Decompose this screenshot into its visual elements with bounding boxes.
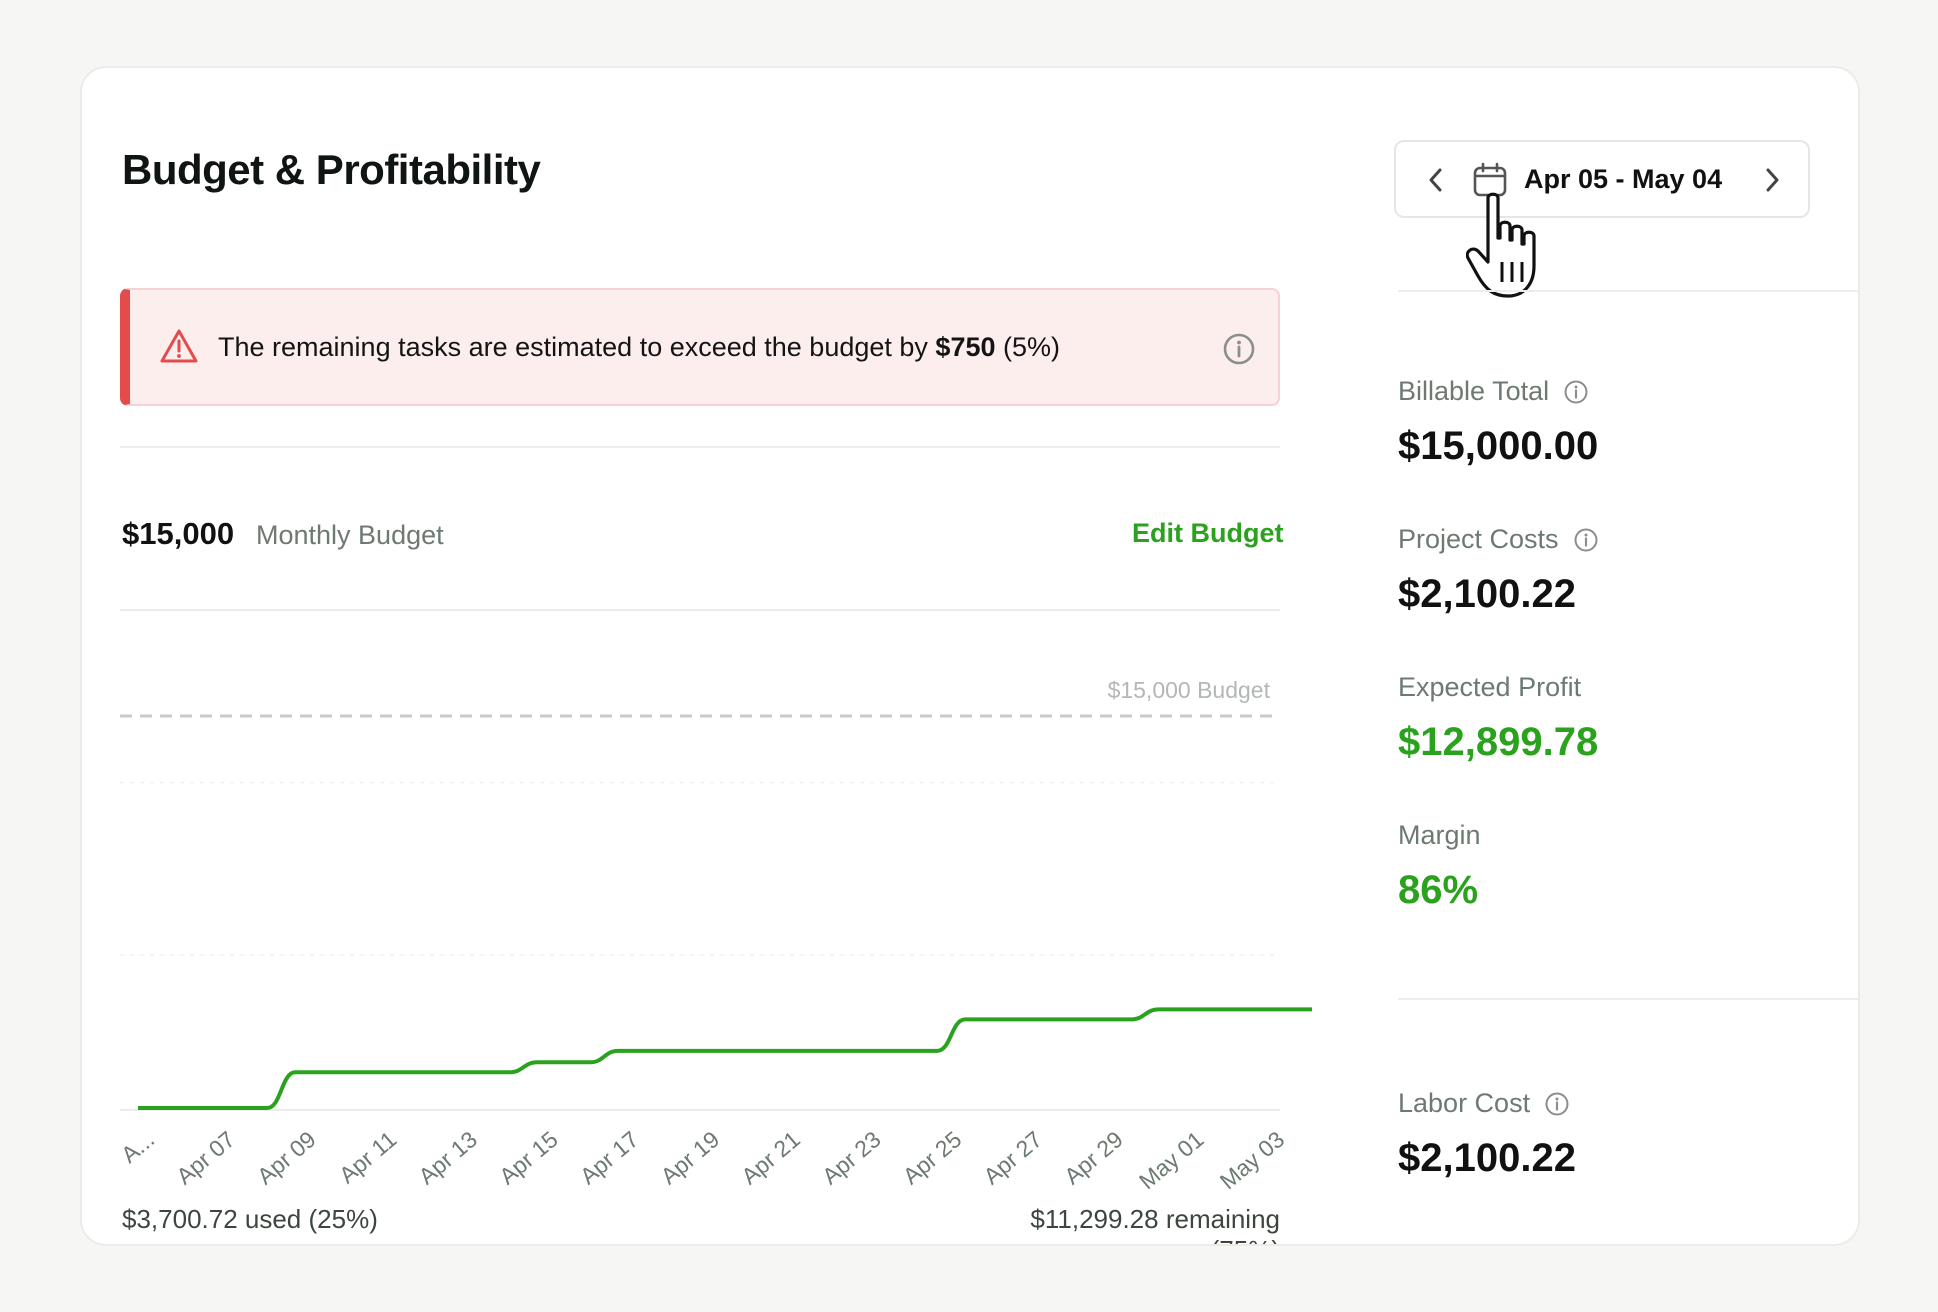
x-tick-label: Apr 13 <box>413 1126 482 1189</box>
x-tick-label: Apr 07 <box>171 1126 240 1189</box>
budget-profitability-card: Budget & Profitability Apr 05 - May 04 <box>80 66 1860 1246</box>
monthly-budget-amount: $15,000 <box>122 516 235 551</box>
info-icon[interactable] <box>1573 527 1599 553</box>
x-tick-label: Apr 19 <box>656 1126 725 1189</box>
alert-amount: $750 <box>935 332 996 362</box>
billable-total-label: Billable Total <box>1398 376 1589 407</box>
date-range-label[interactable]: Apr 05 - May 04 <box>1524 164 1723 194</box>
x-tick-label: May 01 <box>1134 1126 1209 1194</box>
margin-label: Margin <box>1398 820 1481 851</box>
project-costs-value: $2,100.22 <box>1398 572 1576 616</box>
x-tick-label: Apr 09 <box>252 1126 321 1189</box>
x-tick-label: A... <box>116 1126 159 1168</box>
margin-label-text: Margin <box>1398 820 1481 850</box>
budget-remaining-text: $11,299.28 remaining (75%) <box>1030 1204 1280 1244</box>
chevron-right-icon[interactable] <box>1754 160 1790 200</box>
card-title: Budget & Profitability <box>122 146 541 193</box>
billable-total-label-text: Billable Total <box>1398 376 1550 406</box>
info-icon[interactable] <box>1222 332 1256 366</box>
labor-cost-label: Labor Cost <box>1398 1088 1570 1119</box>
expected-profit-label: Expected Profit <box>1398 672 1581 703</box>
divider <box>120 446 1280 448</box>
alert-percent: (5%) <box>995 332 1061 362</box>
labor-cost-label-text: Labor Cost <box>1398 1088 1531 1118</box>
info-icon[interactable] <box>1544 1091 1570 1117</box>
warning-triangle-icon <box>160 329 198 363</box>
expected-profit-value: $12,899.78 <box>1398 720 1599 764</box>
info-icon[interactable] <box>1563 379 1589 405</box>
monthly-budget-label: Monthly Budget <box>256 520 444 550</box>
x-tick-label: Apr 21 <box>736 1126 805 1189</box>
budget-line-label: $15,000 Budget <box>1108 677 1271 703</box>
edit-budget-link[interactable]: Edit Budget <box>1132 518 1284 548</box>
alert-message-text: The remaining tasks are estimated to exc… <box>218 332 936 362</box>
project-costs-label: Project Costs <box>1398 524 1599 555</box>
billable-total-value: $15,000.00 <box>1398 424 1599 468</box>
x-tick-label: Apr 27 <box>978 1126 1047 1189</box>
expected-profit-label-text: Expected Profit <box>1398 672 1582 702</box>
date-range-picker[interactable]: Apr 05 - May 04 <box>1394 140 1810 218</box>
budget-used-text: $3,700.72 used (25%) <box>122 1204 378 1234</box>
chevron-left-icon[interactable] <box>1418 160 1454 200</box>
alert-message: The remaining tasks are estimated to exc… <box>218 332 1060 363</box>
project-costs-label-text: Project Costs <box>1398 524 1559 554</box>
divider <box>1398 998 1858 1000</box>
x-tick-label: Apr 23 <box>817 1126 886 1189</box>
cost-line-series <box>138 1007 1312 1110</box>
x-tick-label: Apr 29 <box>1059 1126 1128 1189</box>
calendar-icon[interactable] <box>1472 162 1508 198</box>
divider <box>1398 290 1858 292</box>
x-tick-label: May 03 <box>1215 1126 1290 1194</box>
x-tick-label: Apr 15 <box>494 1126 563 1189</box>
labor-cost-value: $2,100.22 <box>1398 1136 1576 1180</box>
budget-alert: The remaining tasks are estimated to exc… <box>120 288 1280 406</box>
x-tick-label: Apr 17 <box>575 1126 644 1189</box>
margin-value: 86% <box>1398 868 1479 912</box>
x-tick-label: Apr 11 <box>334 1126 401 1188</box>
x-tick-label: Apr 25 <box>898 1126 967 1189</box>
